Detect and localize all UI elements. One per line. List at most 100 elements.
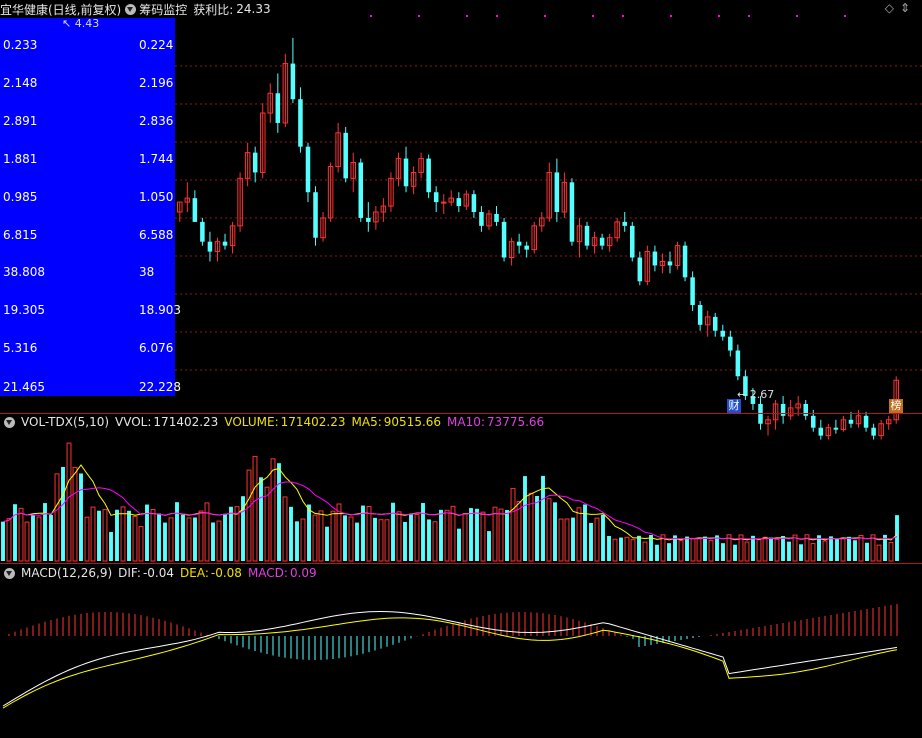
- volume-bar: [234, 506, 240, 562]
- chip-row-left: 2.891: [3, 114, 38, 128]
- volume-bar: [721, 543, 725, 561]
- marker-dot: [544, 15, 546, 17]
- candle-body: [704, 316, 711, 326]
- diamond-icon[interactable]: ◇: [884, 1, 900, 15]
- candle-body: [840, 419, 847, 431]
- expand-icon[interactable]: ⇕: [899, 1, 916, 15]
- volume-bar: [799, 544, 803, 561]
- volume-bar: [858, 535, 864, 562]
- volume-bar: [462, 513, 468, 562]
- badge-fin[interactable]: 财: [727, 399, 741, 413]
- candle-body: [177, 201, 183, 213]
- volume-bar: [498, 508, 504, 562]
- volume-bar: [343, 515, 347, 561]
- candle-body: [885, 419, 892, 425]
- chip-row-right: 38: [139, 265, 155, 279]
- candle-body: [614, 221, 620, 239]
- volume-bar: [18, 507, 24, 562]
- volume-bar: [649, 534, 653, 561]
- volume-bar: [487, 531, 491, 561]
- volume-bar: [348, 516, 354, 562]
- candle-body: [373, 211, 379, 223]
- volume-bar: [223, 513, 227, 561]
- dif-value: -0.04: [142, 566, 174, 580]
- candle-body: [252, 152, 258, 173]
- dropdown-icon[interactable]: [125, 3, 137, 15]
- candle-body: [410, 171, 417, 187]
- volume-bar: [726, 534, 732, 562]
- volume-bar: [607, 535, 611, 561]
- dropdown-icon[interactable]: [4, 567, 15, 579]
- volume-bar: [330, 510, 336, 562]
- chip-row-right: 1.050: [139, 190, 174, 204]
- volume-bar: [673, 535, 677, 561]
- candle-body: [229, 225, 236, 247]
- volume-value: 171402.23: [280, 415, 346, 429]
- volume-bar: [594, 517, 600, 562]
- volume-bar: [427, 519, 431, 561]
- volume-bar: [853, 540, 857, 561]
- volume-bar: [366, 505, 372, 562]
- volume-bar: [168, 517, 174, 562]
- volume-header: VOL-TDX(5,10) VVOL: 171402.23 VOLUME: 17…: [0, 414, 550, 430]
- dea-label: DEA:: [180, 566, 209, 580]
- volume-bar: [558, 518, 564, 562]
- marker-dot: [844, 15, 846, 17]
- chart-header: 宜华健康(日线,前复权) 筹码监控 获利比: 24.33: [0, 0, 922, 18]
- chip-row-left: 2.148: [3, 76, 38, 90]
- candle-body: [795, 403, 801, 409]
- candle-body: [720, 330, 726, 337]
- volume-bar: [204, 502, 210, 562]
- volume-bar: [865, 542, 869, 561]
- volume-bar: [90, 506, 96, 562]
- candle-body: [237, 177, 243, 227]
- volume-bar: [715, 535, 719, 561]
- chip-row-left: 5.316: [3, 341, 38, 355]
- candle-body: [214, 241, 221, 253]
- volume-bar: [1, 521, 5, 561]
- volume-bar: [31, 515, 35, 561]
- dropdown-icon[interactable]: [4, 416, 15, 428]
- candle-body: [576, 225, 583, 243]
- volume-bar: [300, 518, 306, 562]
- chip-row-right: 2.196: [139, 76, 174, 90]
- menu-chip-monitor[interactable]: 筹码监控: [139, 2, 188, 17]
- candle-body: [674, 245, 681, 266]
- volume-bar: [312, 514, 318, 562]
- volume-ma10-line: [2, 481, 898, 540]
- candle-body: [448, 197, 455, 203]
- candle-body: [599, 237, 605, 246]
- macd-indicator-name[interactable]: MACD(12,26,9): [21, 566, 113, 580]
- volume-bar: [181, 514, 185, 561]
- badge-top[interactable]: 榜: [889, 399, 903, 413]
- candle-body: [282, 63, 289, 124]
- chip-row-right: 18.903: [139, 303, 181, 317]
- volume-bar: [252, 455, 258, 562]
- volume-bar: [817, 535, 821, 561]
- stock-title[interactable]: 宜华健康(日线,前复权): [0, 2, 122, 17]
- chip-row: 38.808 38: [0, 265, 175, 279]
- corner-icons[interactable]: ◇⇕: [885, 1, 916, 15]
- candle-body: [200, 221, 205, 242]
- volume-label: VOLUME:: [224, 415, 279, 429]
- volume-bar: [325, 526, 329, 561]
- volume-bar: [696, 537, 702, 562]
- candle-body: [780, 403, 786, 416]
- volume-bar: [630, 539, 636, 562]
- ma10-value: 73775.66: [486, 415, 545, 429]
- chip-row-left: 0.985: [3, 190, 38, 204]
- candle-body: [728, 336, 733, 351]
- volume-bar: [751, 535, 755, 561]
- marker-dot: [796, 15, 798, 17]
- candle-body: [871, 427, 876, 436]
- volume-bar: [541, 475, 545, 561]
- chip-row: 19.305 18.903: [0, 303, 181, 317]
- volume-indicator-name[interactable]: VOL-TDX(5,10): [21, 415, 110, 429]
- candle-body: [479, 212, 484, 226]
- chip-row: 2.148 2.196: [0, 76, 175, 90]
- volume-bar: [703, 536, 707, 561]
- candle-body: [486, 213, 492, 227]
- candle-body: [207, 241, 213, 252]
- volume-bar: [277, 463, 281, 561]
